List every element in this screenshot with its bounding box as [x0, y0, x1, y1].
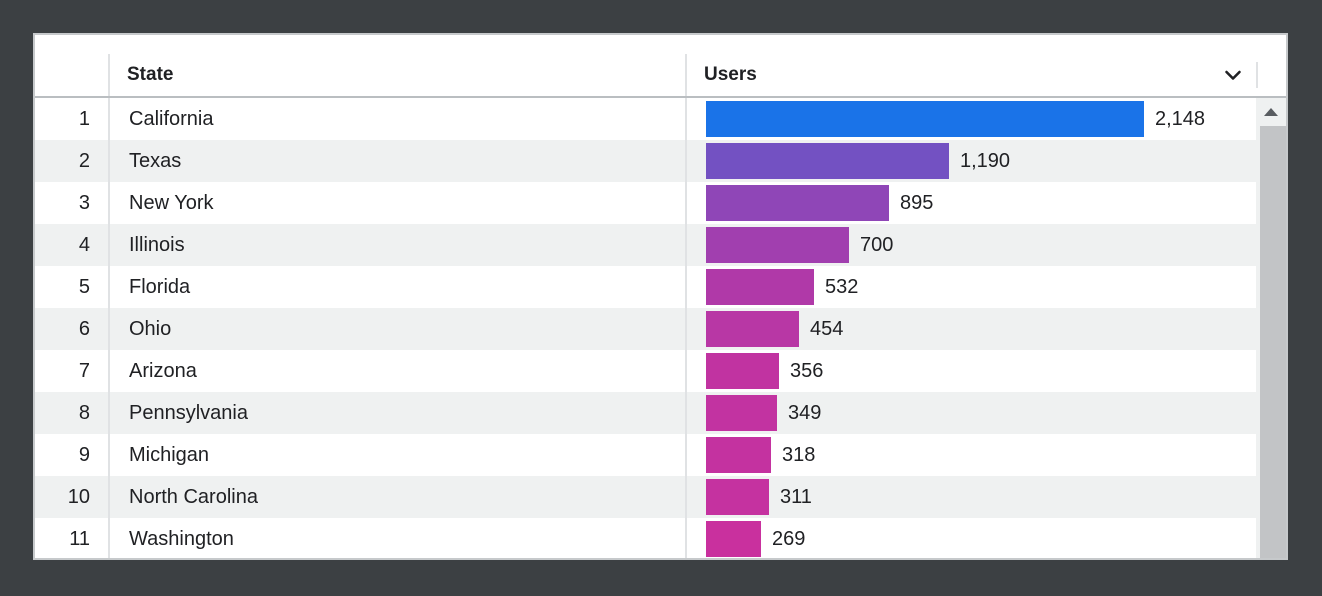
state-cell: New York	[108, 182, 685, 224]
row-index: 9	[78, 443, 90, 466]
chevron-down-icon[interactable]	[1220, 62, 1246, 88]
state-cell: Pennsylvania	[108, 392, 685, 434]
state-cell: Michigan	[108, 434, 685, 476]
state-cell-label: Arizona	[129, 359, 197, 382]
vertical-scrollbar[interactable]	[1256, 98, 1286, 558]
row-index: 3	[78, 191, 90, 214]
state-cell: North Carolina	[108, 476, 685, 518]
row-index: 1	[78, 107, 90, 130]
state-column-header[interactable]: State	[108, 54, 685, 96]
users-bar	[706, 437, 771, 473]
row-index: 10	[67, 485, 90, 508]
table-row: 1 California 2,148	[35, 98, 1256, 140]
table-row: 7 Arizona 356	[35, 350, 1256, 392]
state-cell: Arizona	[108, 350, 685, 392]
users-value-label: 269	[772, 527, 806, 550]
users-bar	[706, 101, 1144, 137]
users-bar	[706, 185, 889, 221]
scroll-up-button[interactable]	[1256, 98, 1286, 126]
users-bar	[706, 143, 949, 179]
table-row: 5 Florida 532	[35, 266, 1256, 308]
table-body-rows: 1 California 2,148 2 Texas 1,190 3 New Y…	[35, 98, 1256, 558]
table-row: 8 Pennsylvania 349	[35, 392, 1256, 434]
row-index: 2	[78, 149, 90, 172]
table-body: 1 California 2,148 2 Texas 1,190 3 New Y…	[35, 98, 1286, 558]
users-bar	[706, 269, 814, 305]
scrollbar-thumb[interactable]	[1260, 126, 1286, 558]
users-cell: 1,190	[685, 140, 1256, 182]
users-value-label: 349	[788, 401, 822, 424]
users-value-label: 454	[810, 317, 844, 340]
column-divider	[1256, 62, 1258, 88]
state-cell: Ohio	[108, 308, 685, 350]
table-row: 10 North Carolina 311	[35, 476, 1256, 518]
state-cell-label: Pennsylvania	[129, 401, 248, 424]
users-bar	[706, 353, 779, 389]
users-bar	[706, 395, 777, 431]
users-cell: 269	[685, 518, 1256, 558]
row-index: 6	[78, 317, 90, 340]
table-row: 3 New York 895	[35, 182, 1256, 224]
users-column-header[interactable]: Users	[685, 54, 1286, 96]
table-row: 9 Michigan 318	[35, 434, 1256, 476]
state-cell-label: Washington	[129, 527, 234, 550]
users-bar	[706, 479, 769, 515]
table-row: 4 Illinois 700	[35, 224, 1256, 266]
row-index: 5	[78, 275, 90, 298]
table-row: 11 Washington 269	[35, 518, 1256, 558]
index-column-header	[35, 86, 108, 96]
scroll-up-icon	[1264, 108, 1278, 116]
users-cell: 700	[685, 224, 1256, 266]
users-value-label: 532	[825, 275, 859, 298]
state-cell-label: Texas	[129, 149, 182, 172]
state-cell-label: California	[129, 107, 214, 130]
row-index: 7	[78, 359, 90, 382]
users-cell: 318	[685, 434, 1256, 476]
users-value-label: 311	[780, 485, 812, 508]
data-table-card: State Users 1 California 2,148 2 Texas	[33, 33, 1288, 560]
users-column-label: Users	[704, 64, 757, 85]
users-bar	[706, 227, 849, 263]
state-cell-label: New York	[129, 191, 214, 214]
row-index: 11	[69, 527, 90, 550]
users-value-label: 318	[782, 443, 816, 466]
users-value-label: 356	[790, 359, 824, 382]
users-cell: 356	[685, 350, 1256, 392]
users-cell: 311	[685, 476, 1256, 518]
users-cell: 349	[685, 392, 1256, 434]
users-cell: 2,148	[685, 98, 1256, 140]
state-cell: California	[108, 98, 685, 140]
column-divider	[108, 54, 110, 96]
users-cell: 895	[685, 182, 1256, 224]
state-cell: Washington	[108, 518, 685, 558]
state-cell: Florida	[108, 266, 685, 308]
state-column-label: State	[127, 64, 174, 85]
state-cell-label: Michigan	[129, 443, 210, 466]
state-cell: Texas	[108, 140, 685, 182]
table-row: 2 Texas 1,190	[35, 140, 1256, 182]
users-bar	[706, 311, 799, 347]
users-value-label: 1,190	[960, 149, 1011, 172]
column-divider	[685, 54, 687, 96]
users-cell: 532	[685, 266, 1256, 308]
table-header: State Users	[35, 35, 1286, 98]
state-cell-label: Illinois	[129, 233, 185, 256]
state-cell-label: North Carolina	[129, 485, 258, 508]
state-cell-label: Ohio	[129, 317, 172, 340]
users-value-label: 700	[860, 233, 894, 256]
users-cell: 454	[685, 308, 1256, 350]
state-cell-label: Florida	[129, 275, 191, 298]
row-index: 8	[78, 401, 90, 424]
users-bar	[706, 521, 761, 557]
row-index: 4	[78, 233, 90, 256]
users-value-label: 895	[900, 191, 934, 214]
table-row: 6 Ohio 454	[35, 308, 1256, 350]
state-cell: Illinois	[108, 224, 685, 266]
users-value-label: 2,148	[1155, 107, 1206, 130]
